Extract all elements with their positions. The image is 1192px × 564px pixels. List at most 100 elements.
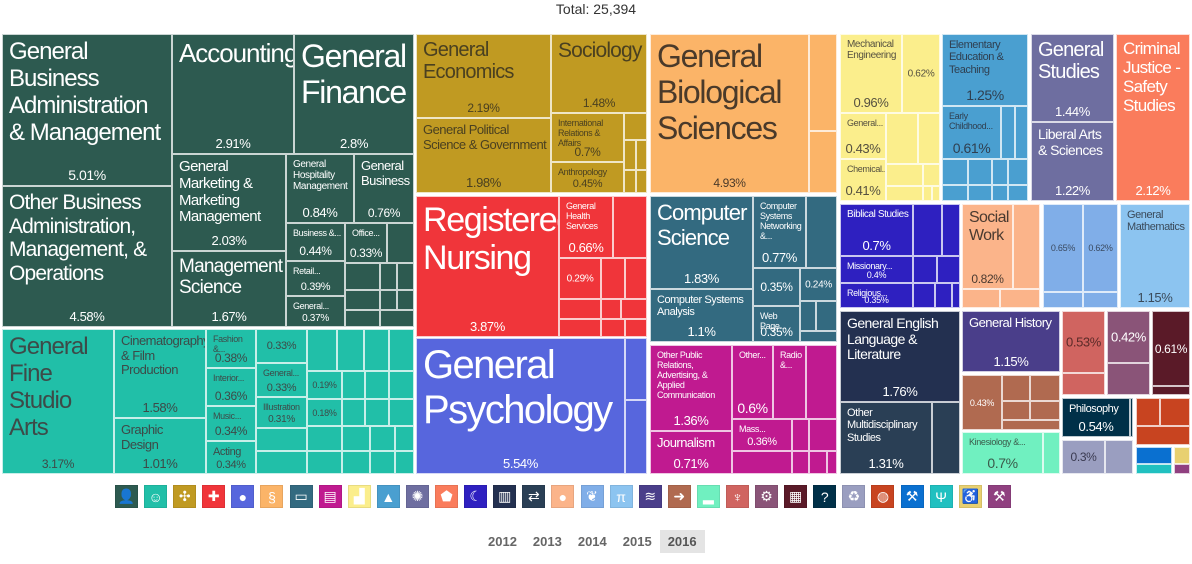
book-icon[interactable]: ▥ [493,485,517,508]
treemap-cell-small[interactable] [886,113,918,164]
treemap-cell[interactable]: Mechanical Engineering 0.96% [840,34,902,113]
treemap-cell[interactable]: Web Page... 0.35% [753,306,800,342]
treemap-cell-small[interactable] [886,164,923,186]
treemap-cell[interactable]: Fashion &... 0.38% [206,329,256,368]
treemap-cell-small[interactable] [918,113,940,164]
treemap-cell[interactable]: Interior... 0.36% [206,368,256,406]
arrows-exchange-icon[interactable]: ⇄ [522,485,546,508]
treemap-cell-small[interactable] [342,426,370,451]
treemap-cell[interactable]: Other Business Administration, Managemen… [2,186,172,327]
treemap-cell-small[interactable] [370,426,395,451]
treemap-cell-small[interactable] [809,34,837,131]
treemap-cell-small[interactable] [809,131,837,193]
treemap-cell-small[interactable] [624,140,636,170]
treemap-cell-small[interactable] [942,185,968,201]
treemap-cell-small[interactable] [1136,398,1160,426]
treemap-cell[interactable]: General Business 0.76% [354,154,414,223]
treemap-cell[interactable]: Other Multidisciplinary Studies 1.31% [840,402,932,474]
treemap-cell[interactable]: General Mathematics 1.15% [1120,204,1190,308]
treemap-cell[interactable]: Criminal Justice - Safety Studies 2.12% [1116,34,1190,201]
treemap-cell[interactable]: Registered Nursing 3.87% [416,196,559,337]
treemap-cell-small[interactable] [389,329,414,371]
treemap-cell[interactable]: General Marketing & Marketing Management… [172,154,286,251]
treemap-cell[interactable]: Missionary... 0.4% [840,256,913,283]
treemap-cell-small[interactable] [380,290,397,310]
treemap-cell[interactable]: 0.33% [256,329,307,363]
treemap-cell-small[interactable] [932,402,960,474]
treemap-cell[interactable]: 0.61% [1152,311,1190,386]
treemap-cell-small[interactable] [1130,398,1133,437]
treemap-cell[interactable]: Office... 0.33% [345,223,387,263]
treemap-cell-small[interactable] [365,371,389,399]
treemap-cell[interactable]: 0.65% [1043,204,1083,292]
treemap-cell-small[interactable] [913,256,937,283]
treemap-cell-small[interactable] [935,283,952,308]
treemap-cell[interactable]: Computer Systems Networking &... 0.77% [753,196,806,268]
treemap-cell-small[interactable] [256,428,307,451]
treemap-cell-small[interactable] [913,204,942,256]
business-person-icon[interactable]: 👤 [115,485,138,508]
treemap-cell[interactable]: 0.29% [559,258,601,299]
globe-arrow-icon[interactable]: ➜ [667,485,691,508]
year-option-2015[interactable]: 2015 [622,534,652,549]
treemap-cell[interactable]: Philosophy 0.54% [1062,398,1130,437]
treemap-cell[interactable]: Music... 0.34% [206,406,256,441]
treemap-cell-small[interactable] [345,290,380,310]
treemap-cell[interactable]: General Health Services 0.66% [559,196,613,258]
treemap-cell[interactable]: 0.43% [962,375,1002,430]
treemap-cell[interactable]: Computer Systems Analysis 1.1% [650,289,753,342]
treemap-cell-small[interactable] [601,258,625,299]
treemap-cell-small[interactable] [923,164,940,186]
grid-icon[interactable]: ▦ [784,485,808,508]
treemap-cell-small[interactable] [395,426,414,451]
treemap-cell-small[interactable] [380,310,414,327]
recycle-icon[interactable]: ♻ [842,485,866,508]
treemap-cell-small[interactable] [932,186,940,201]
factory-icon[interactable]: ▟ [347,485,371,508]
treemap-cell[interactable]: Illustration 0.31% [256,397,307,428]
treemap-cell-small[interactable] [624,113,647,140]
treemap-cell-small[interactable] [1043,292,1083,308]
computer-icon[interactable]: ▭ [289,485,313,508]
wheelchair-icon[interactable]: ♿ [958,485,982,508]
treemap-cell-small[interactable] [1002,375,1030,401]
treemap-cell-small[interactable] [1002,420,1060,430]
medical-cross-icon[interactable]: ✚ [202,485,226,508]
treemap-cell[interactable]: Accounting 2.91% [172,34,294,154]
treemap-cell-small[interactable] [621,299,647,319]
treemap-cell-small[interactable] [365,399,389,426]
globe-icon[interactable]: ◍ [871,485,895,508]
treemap-cell[interactable]: Business &... 0.44% [286,223,345,261]
treemap-cell-small[interactable] [1105,440,1133,474]
treemap-cell[interactable]: General Psychology 5.54% [416,338,625,474]
treemap-cell-small[interactable] [732,451,792,474]
treemap-cell-small[interactable] [345,310,380,327]
treemap-cell-small[interactable] [624,170,636,193]
question-mark-icon[interactable]: ? [813,485,837,508]
treemap-cell-small[interactable] [952,283,960,308]
treemap-cell-small[interactable] [792,419,809,451]
treemap-cell[interactable]: Biblical Studies 0.7% [840,204,913,256]
pi-icon[interactable]: π [609,485,633,508]
treemap-cell[interactable]: Sociology 1.48% [551,34,647,113]
treemap-cell-small[interactable] [1062,373,1105,395]
treemap-cell[interactable]: General Business Administration & Manage… [2,34,172,186]
treemap-cell-small[interactable] [937,256,960,283]
treemap-cell[interactable]: 0.3% [1062,440,1105,474]
radio-tower-icon[interactable]: ♆ [725,485,749,508]
treemap-cell[interactable]: Cinematography & Film Production 1.58% [114,329,206,418]
year-option-2013[interactable]: 2013 [532,534,562,549]
treemap-cell-small[interactable] [942,159,968,185]
treemap-cell[interactable]: Elementary Education & Teaching 1.25% [942,34,1028,106]
treemap-cell-small[interactable] [636,140,647,170]
treemap-cell[interactable]: Kinesiology &... 0.7% [962,432,1043,474]
treemap-cell-small[interactable] [816,301,837,331]
treemap-cell-small[interactable] [342,371,365,399]
moon-icon[interactable]: ☾ [464,485,488,508]
treemap-cell[interactable]: Other Public Relations, Advertising, & A… [650,345,732,431]
year-option-2014[interactable]: 2014 [577,534,607,549]
treemap-cell[interactable]: 0.24% [800,268,837,301]
treemap-cell[interactable]: Other... 0.6% [732,345,773,419]
scroll-icon[interactable]: ▤ [318,485,342,508]
treemap-cell[interactable]: General Fine Studio Arts 3.17% [2,329,114,474]
